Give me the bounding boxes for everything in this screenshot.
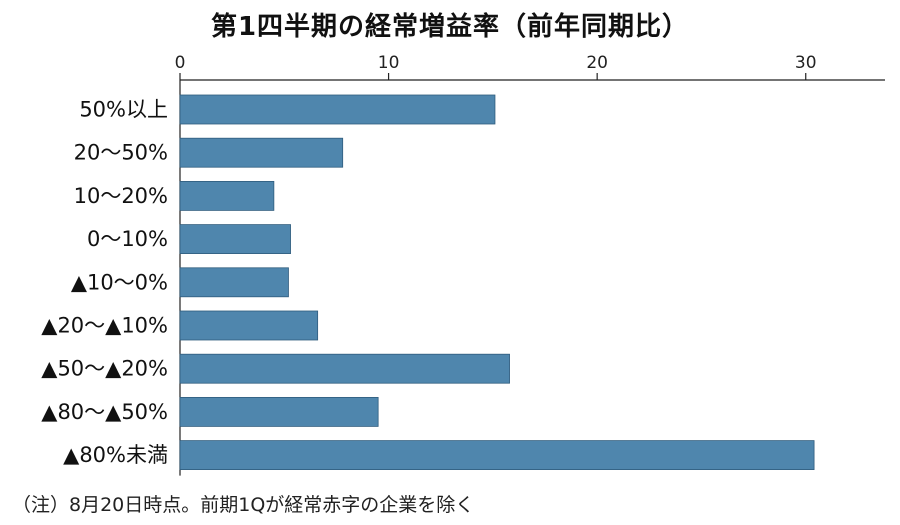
category-label: ▲80%未満	[63, 443, 168, 467]
category-label: ▲80～▲50%	[41, 400, 168, 424]
x-tick-label: 30	[795, 53, 817, 73]
bar	[179, 180, 275, 211]
x-tick-label: 10	[378, 53, 400, 73]
bar	[179, 353, 510, 384]
category-label: ▲10～0%	[71, 270, 168, 294]
category-label: 0～10%	[87, 227, 168, 251]
category-label: 50%以上	[79, 98, 168, 122]
chart-note: （注）8月20日時点。前期1Qが経常赤字の企業を除く	[12, 494, 475, 516]
category-label: 20～50%	[74, 141, 168, 165]
category-label: ▲20～▲10%	[41, 314, 168, 338]
x-tick-label: 0	[175, 53, 186, 73]
chart-title: 第1四半期の経常増益率（前年同期比）	[210, 12, 690, 42]
bar	[179, 94, 496, 125]
bar	[179, 310, 319, 341]
category-label: 10～20%	[74, 184, 168, 208]
x-tick-label: 20	[586, 53, 608, 73]
category-label: ▲50～▲20%	[41, 357, 168, 381]
bar	[179, 440, 815, 471]
label-layer: 0 10 20 30 50%以上 20～50% 10～20% 0～10% ▲10～0% ▲20～▲…	[41, 53, 816, 467]
bar	[179, 267, 289, 298]
bar	[179, 224, 291, 255]
bar-layer	[179, 94, 815, 471]
bar	[179, 396, 379, 427]
bar	[179, 137, 344, 168]
